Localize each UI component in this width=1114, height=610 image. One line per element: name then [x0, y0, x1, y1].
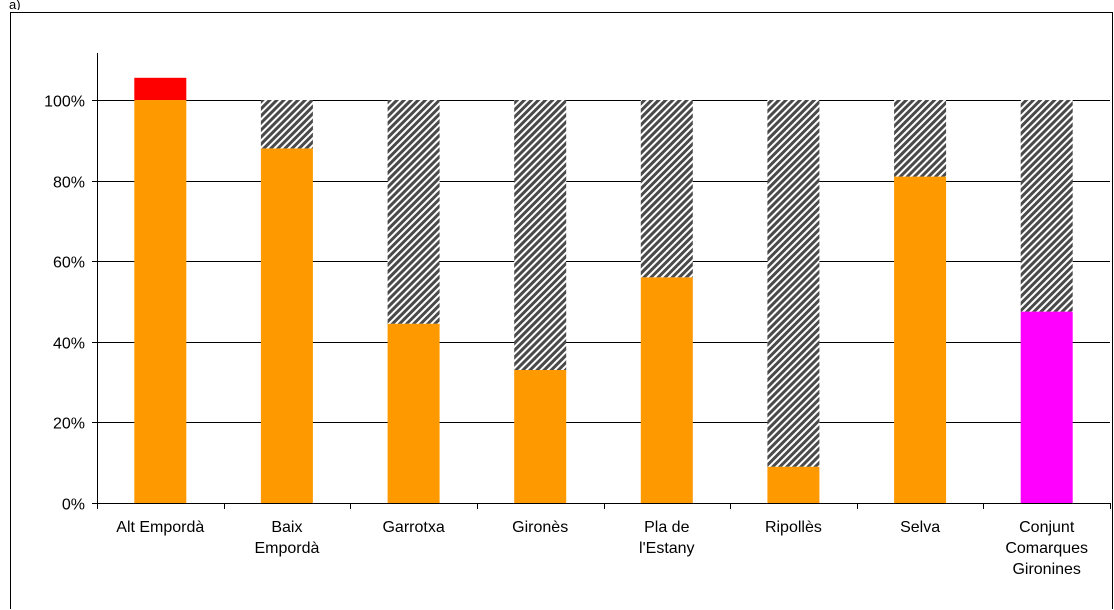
- x-tick-label: Gironès: [512, 519, 568, 536]
- bar-segment: [640, 277, 693, 503]
- x-tick-label: Pla de l'Estany: [639, 519, 695, 557]
- y-tick-label: 40%: [53, 336, 85, 353]
- y-tick-label: 0%: [62, 497, 85, 514]
- y-tick-label: 60%: [53, 255, 85, 272]
- bar-segment: [767, 100, 820, 467]
- gridlines: [97, 100, 1110, 423]
- bar-segment: [387, 323, 440, 503]
- y-tick-label: 80%: [53, 175, 85, 192]
- bar-segment: [514, 370, 567, 503]
- bar-segment: [387, 100, 440, 324]
- bar-segment: [514, 100, 567, 370]
- bar-segment: [1020, 311, 1073, 503]
- x-tick-label: Ripollès: [765, 519, 822, 536]
- bar-segment: [894, 176, 947, 503]
- bar-segment: [894, 100, 947, 177]
- chart-frame: [10, 12, 1113, 609]
- bar-segment: [260, 148, 313, 503]
- x-tick-label: Baix Empordà: [254, 519, 319, 557]
- bar-segment: [134, 77, 187, 100]
- x-tick-label: Conjunt Comarques Gironines: [1005, 519, 1088, 578]
- bar-segment: [1020, 100, 1073, 312]
- bar-segment: [767, 466, 820, 503]
- header-fragment: a): [9, 0, 21, 10]
- axes: [92, 53, 1111, 509]
- y-tick-label: 100%: [44, 94, 85, 111]
- bar-segment: [640, 100, 693, 278]
- bar-segment: [260, 100, 313, 149]
- x-tick-label: Garrotxa: [382, 519, 444, 536]
- x-tick-label: Alt Empordà: [116, 519, 204, 536]
- bars: [134, 77, 1073, 503]
- axis-labels: 0% 20% 40% 60% 80% 100% Alt Empordà Baix Empordà…: [44, 94, 1088, 579]
- y-tick-label: 20%: [53, 416, 85, 433]
- bar-segment: [134, 100, 187, 503]
- x-tick-label: Selva: [900, 519, 940, 536]
